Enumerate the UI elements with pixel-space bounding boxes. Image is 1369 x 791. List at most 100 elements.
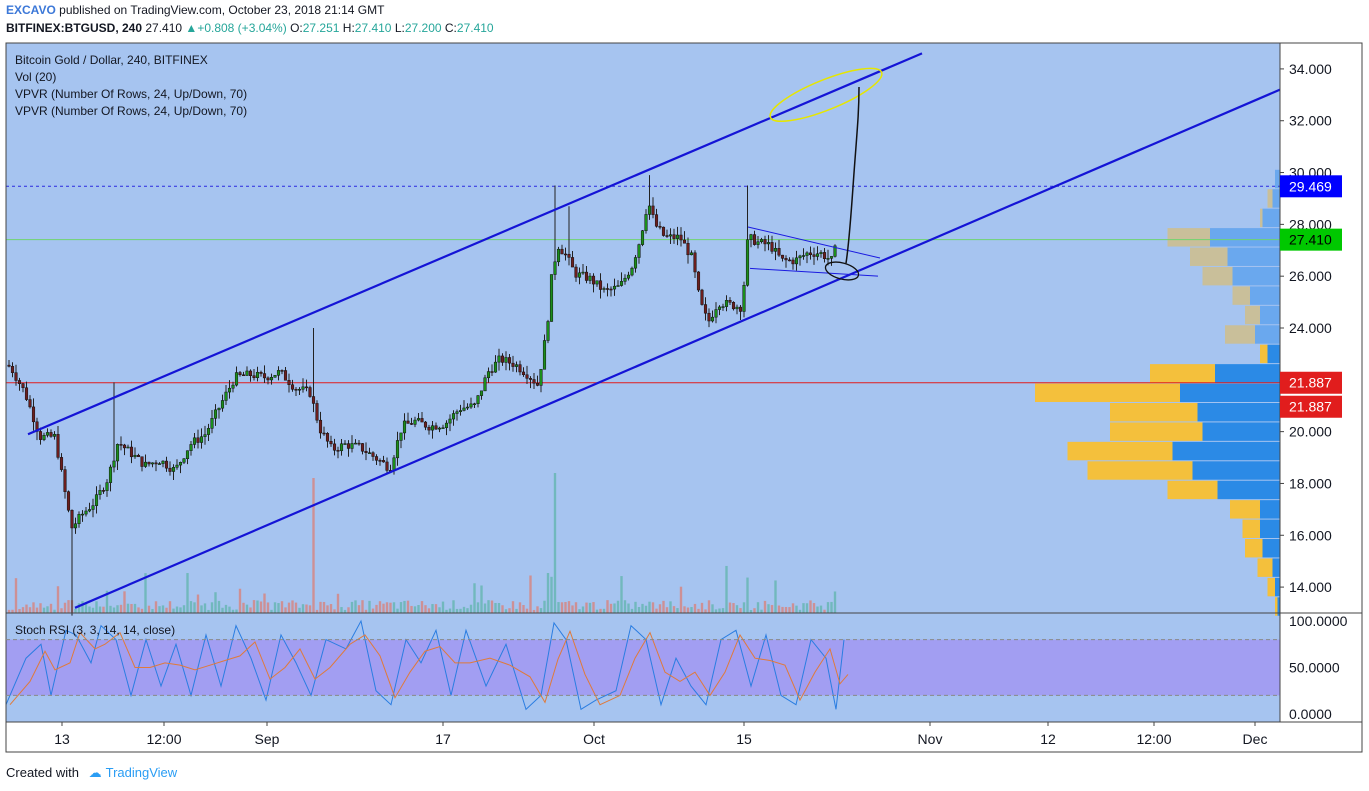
volume-bar [340,607,343,613]
volume-bar [742,602,746,613]
candle-body [619,281,624,286]
volume-bar [249,607,252,613]
volume-bar [679,586,683,613]
candle-body [346,443,351,449]
volume-bar [298,607,301,613]
stoch-band [6,639,1280,696]
volume-bar [406,600,410,613]
volume-bar [21,607,25,613]
candle-body [493,361,498,373]
candle-body [574,266,578,278]
volume-bar [644,605,648,613]
volume-bar [382,603,385,613]
candle-body [45,432,50,436]
level-price-label-box [1280,395,1342,418]
legend-stoch: Stoch RSI (3, 3, 14, 14, close) [15,623,176,637]
volume-bar [595,609,599,613]
high-price-label-box [1280,175,1342,198]
volume-bar [46,606,49,613]
y-tick-label: 28.000 [1289,216,1332,232]
volume-bar [357,605,361,613]
volume-bar [504,609,508,613]
volume-bar [648,601,651,613]
volume-bar [539,608,543,613]
candle-body [259,371,263,374]
vpvr-up-bar [1197,402,1280,422]
candle-body [126,446,130,449]
candle-body [819,252,823,254]
candle-body [682,239,687,244]
candle-body [409,423,414,425]
candle-body [584,271,589,281]
y-tick-label: 18.000 [1289,475,1332,491]
high-price-label: 29.469 [1289,178,1332,194]
candle-body [798,255,802,259]
candle-body [168,467,172,472]
candle-body [826,258,830,260]
candle-body [605,288,610,290]
volume-bar [112,607,116,613]
candle-body [84,510,88,515]
level-price-label-box [1280,371,1342,394]
volume-bar [39,603,42,613]
volume-bar [662,600,665,613]
candle-body [315,403,319,421]
candle-body [654,214,659,227]
brand-label[interactable]: TradingView [105,765,178,780]
candle-body [115,444,120,462]
candle-body [150,462,155,465]
vpvr-down-bar [1242,519,1260,539]
last-price-label: 27.410 [1289,232,1332,248]
volume-bar [126,603,130,613]
volume-bar [361,600,364,613]
candle-body [588,275,592,281]
candle-body [392,457,396,471]
volume-bar [35,607,39,613]
volume-bar [172,608,175,613]
breakout-circle [824,261,860,281]
vpvr-down-bar [1150,364,1215,383]
volume-bar [672,606,676,613]
candle-body [332,443,337,451]
vpvr-up-bar [1275,169,1280,189]
volume-bar [518,602,522,613]
volume-bar [186,573,189,613]
legend-vpvr-2: VPVR (Number Of Rows, 24, Up/Down, 70) [15,104,248,118]
candle-body [175,464,179,468]
volume-bar [427,608,431,613]
volume-bar [658,604,662,613]
candle-body [318,419,323,434]
candle-body [742,285,746,312]
candle-body [539,369,543,386]
candle-body [444,422,449,428]
candle-body [66,491,71,511]
volume-bar [245,604,249,613]
candle-body [367,452,372,454]
volume-bar [291,600,294,613]
candle-body [353,442,358,445]
volume-bar [546,573,550,613]
vpvr-down-bar [1267,189,1273,208]
candle-body [644,214,648,231]
volume-bar [364,609,368,613]
price-pane[interactable] [6,43,1280,613]
level-price-label: 21.887 [1289,375,1332,391]
volume-bar [147,605,151,613]
candle-body [483,377,487,392]
candle-body [609,288,613,291]
tradingview-logo-icon[interactable]: ☁ [88,765,102,780]
candle-body [423,421,428,428]
vpvr-down-bar [1245,539,1263,558]
candle-body [427,426,431,431]
author-name[interactable]: EXCAVO [6,3,56,17]
x-tick-label: 12:00 [1136,731,1171,747]
candle-body [80,513,85,516]
vpvr-up-bar [1232,266,1280,286]
vpvr-up-bar [1272,189,1280,208]
vpvr-down-bar [1167,228,1210,247]
candle-body [630,267,634,276]
volume-bar [567,601,571,613]
candle-body [728,300,732,303]
candle-body [364,450,368,453]
